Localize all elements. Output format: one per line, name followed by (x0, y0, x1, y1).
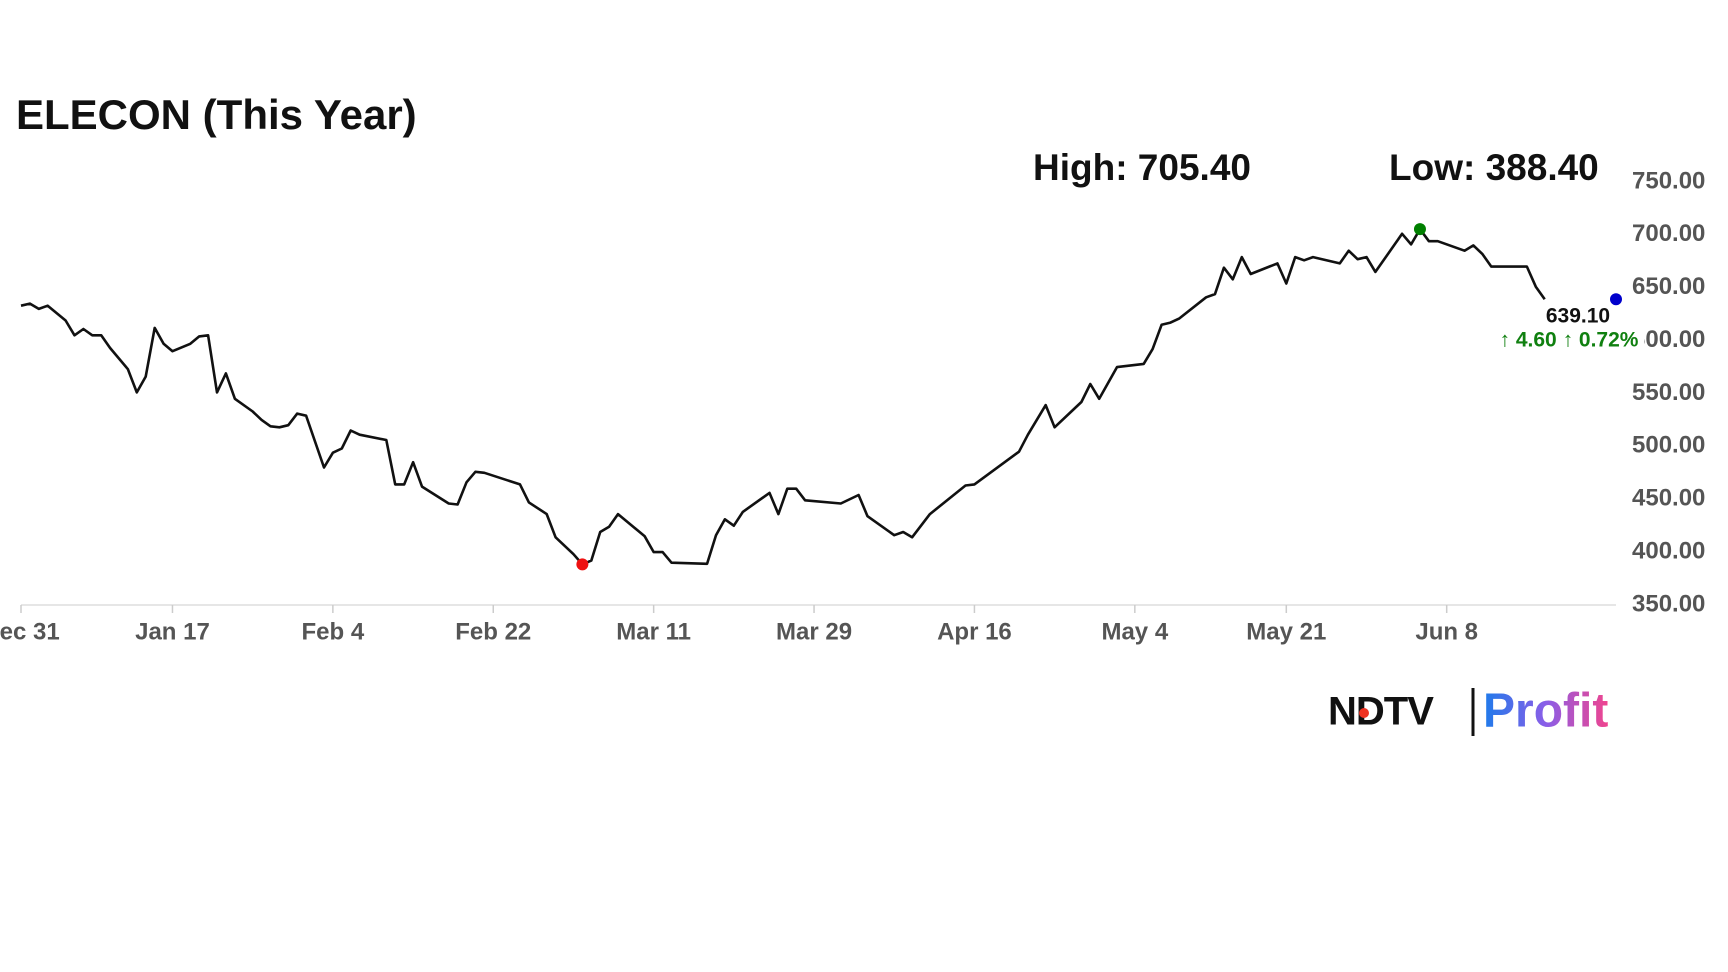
y-tick-label: 750.00 (1632, 167, 1705, 194)
y-tick-label: 350.00 (1632, 590, 1705, 617)
y-tick-label: 650.00 (1632, 273, 1705, 300)
label-background (1492, 327, 1644, 355)
x-tick-label: Jun 8 (1415, 618, 1478, 645)
brand-profit: Profit (1483, 685, 1608, 738)
plot-area: 350.00 400.00 450.00 500.00 550.00 600.00 650.… (0, 167, 1705, 645)
y-tick-label: 600.00 (1632, 326, 1705, 353)
y-tick-label: 500.00 (1632, 432, 1705, 459)
x-tick-label: Feb 22 (455, 618, 531, 645)
x-tick-label: Dec 31 (0, 618, 60, 645)
change-label: ↑ 4.60 ↑ 0.72% (1500, 329, 1639, 352)
x-tick-label: May 4 (1101, 618, 1168, 645)
y-tick-label: 700.00 (1632, 220, 1705, 247)
low-marker (576, 558, 589, 571)
brand-logo: NDTV Profit (1328, 685, 1608, 738)
high-marker (1413, 223, 1426, 236)
brand-dot (1359, 708, 1369, 718)
y-tick-label: 450.00 (1632, 485, 1705, 512)
price-line (20, 227, 1546, 566)
y-tick-label: 400.00 (1632, 537, 1705, 564)
x-tick-label: Feb 4 (302, 618, 365, 645)
last-marker (1610, 293, 1622, 306)
high-annotation: High: 705.40 (1033, 147, 1251, 188)
x-tick-label: Mar 29 (776, 618, 852, 645)
x-tick-label: Apr 16 (937, 618, 1012, 645)
y-tick-label: 550.00 (1632, 379, 1705, 406)
x-tick-label: Mar 11 (616, 618, 691, 645)
x-tick-label: May 21 (1246, 618, 1326, 645)
x-tick-label: Jan 17 (135, 618, 210, 645)
chart-title: ELECON (This Year) (16, 91, 417, 138)
brand-ndtv: NDTV (1328, 690, 1434, 734)
last-value-label: 639.10 (1546, 305, 1610, 328)
low-annotation: Low: 388.40 (1389, 147, 1599, 188)
